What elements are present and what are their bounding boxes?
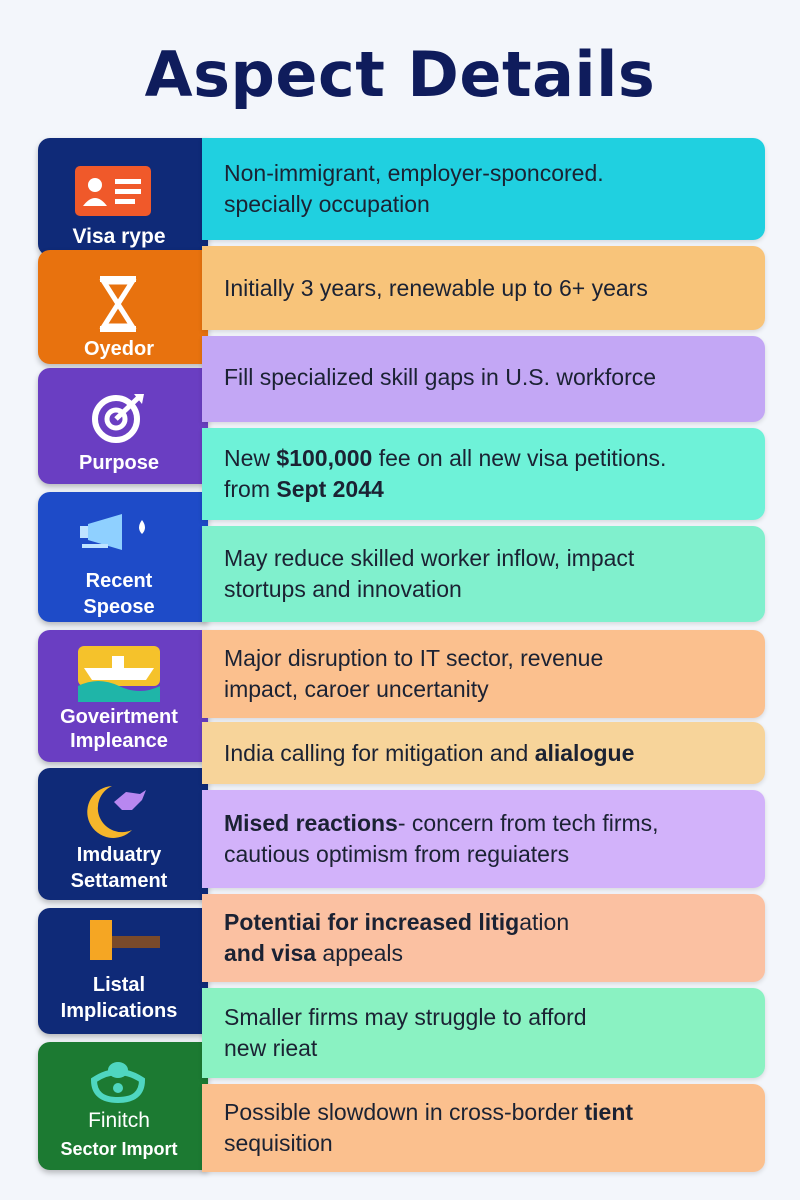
detail-row-visa-type: Non-immigrant, employer-sponcored. speci… bbox=[202, 138, 765, 240]
id-card-icon bbox=[75, 166, 151, 216]
category-label: Oyedor bbox=[83, 338, 155, 360]
detail-text: appeals bbox=[316, 940, 404, 966]
detail-bold: Potentiai for increased litig bbox=[224, 909, 520, 935]
detail-text: cautious optimism from reguiaters bbox=[224, 841, 570, 867]
detail-text: Major disruption to IT sector, revenue bbox=[224, 645, 604, 671]
detail-row-fintech: Possible slowdown in cross-border tient … bbox=[202, 1084, 765, 1172]
detail-row-recent-fee: New $100,000 fee on all new visa petitio… bbox=[202, 428, 765, 520]
category-label: Settament bbox=[70, 870, 168, 892]
category-fintech-sector: Finitch Sector Import bbox=[38, 1042, 208, 1170]
detail-bold: $100,000 bbox=[276, 445, 373, 471]
detail-text: impact, caroer uncertanity bbox=[224, 676, 489, 702]
detail-row-duration: Initially 3 years, renewable up to 6+ ye… bbox=[202, 246, 765, 330]
detail-text: Smaller firms may struggle to afford bbox=[224, 1004, 587, 1030]
category-legal-implications: Listal Implications bbox=[38, 908, 208, 1034]
detail-row-government-dialogue: India calling for mitigation and alialog… bbox=[202, 722, 765, 784]
detail-bold: and visa bbox=[224, 940, 317, 966]
detail-text: specially occupation bbox=[224, 191, 430, 217]
detail-text: ation bbox=[519, 909, 570, 935]
detail-text: new rieat bbox=[224, 1035, 318, 1061]
detail-row-industry-sentiment: Mised reactions- concern from tech firms… bbox=[202, 790, 765, 888]
category-duration: Oyedor bbox=[38, 250, 208, 364]
detail-text: Fill specialized skill gaps in U.S. work… bbox=[224, 363, 657, 390]
category-recent-response: Recent Speose bbox=[38, 492, 208, 622]
detail-row-legal-smaller-firms: Smaller firms may struggle to afford new… bbox=[202, 988, 765, 1078]
detail-text: Initially 3 years, renewable up to 6+ ye… bbox=[224, 274, 648, 301]
page-title: Aspect Details bbox=[144, 38, 656, 111]
category-label: Purpose bbox=[78, 452, 160, 474]
category-label: Goveirtment bbox=[60, 706, 178, 728]
detail-bold: Mised reactions bbox=[224, 810, 398, 836]
detail-text: - concern from tech firms, bbox=[397, 810, 659, 836]
category-visa-type: Visa rype bbox=[38, 138, 208, 256]
detail-text: sequisition bbox=[224, 1130, 333, 1156]
category-label: Recent bbox=[85, 570, 153, 592]
category-label: Speose bbox=[83, 596, 155, 618]
detail-bold: alialogue bbox=[534, 739, 635, 766]
category-label: Visa rype bbox=[72, 225, 166, 248]
category-industry-sentiment: Imduatry Settament bbox=[38, 768, 208, 900]
detail-row-government-disruption: Major disruption to IT sector, revenue i… bbox=[202, 630, 765, 718]
detail-text: India calling for mitigation and bbox=[224, 739, 535, 766]
detail-row-legal-litigation: Potentiai for increased litigation and v… bbox=[202, 894, 765, 982]
detail-row-recent-impact: May reduce skilled worker inflow, impact… bbox=[202, 526, 765, 622]
megaphone-icon bbox=[80, 514, 145, 550]
detail-text: fee on all new visa petitions. bbox=[372, 445, 667, 471]
gavel-icon bbox=[90, 920, 160, 960]
category-purpose: Purpose bbox=[38, 368, 208, 484]
category-label: Sector Import bbox=[60, 1139, 178, 1159]
detail-text: stortups and innovation bbox=[224, 576, 462, 602]
target-icon bbox=[92, 394, 144, 443]
detail-text: Possible slowdown in cross-border bbox=[224, 1099, 585, 1125]
category-label: Finitch bbox=[88, 1109, 150, 1132]
fintech-icon bbox=[90, 1062, 146, 1104]
detail-text: New bbox=[224, 445, 277, 471]
category-label: Imduatry bbox=[76, 844, 162, 866]
detail-bold: Sept 2044 bbox=[276, 476, 384, 502]
category-label: Impleance bbox=[70, 730, 168, 752]
ship-icon bbox=[78, 646, 160, 702]
hourglass-icon bbox=[99, 276, 137, 332]
detail-bold: tient bbox=[584, 1099, 634, 1125]
category-label: Listal bbox=[92, 974, 146, 996]
detail-text: from bbox=[224, 476, 277, 502]
detail-text: May reduce skilled worker inflow, impact bbox=[224, 545, 635, 571]
detail-text: Non-immigrant, employer-sponcored. bbox=[224, 160, 604, 186]
category-label: Implications bbox=[60, 1000, 178, 1022]
category-government-response: Goveirtment Impleance bbox=[38, 630, 208, 762]
moon-bird-icon bbox=[87, 786, 146, 838]
detail-row-purpose: Fill specialized skill gaps in U.S. work… bbox=[202, 336, 765, 422]
